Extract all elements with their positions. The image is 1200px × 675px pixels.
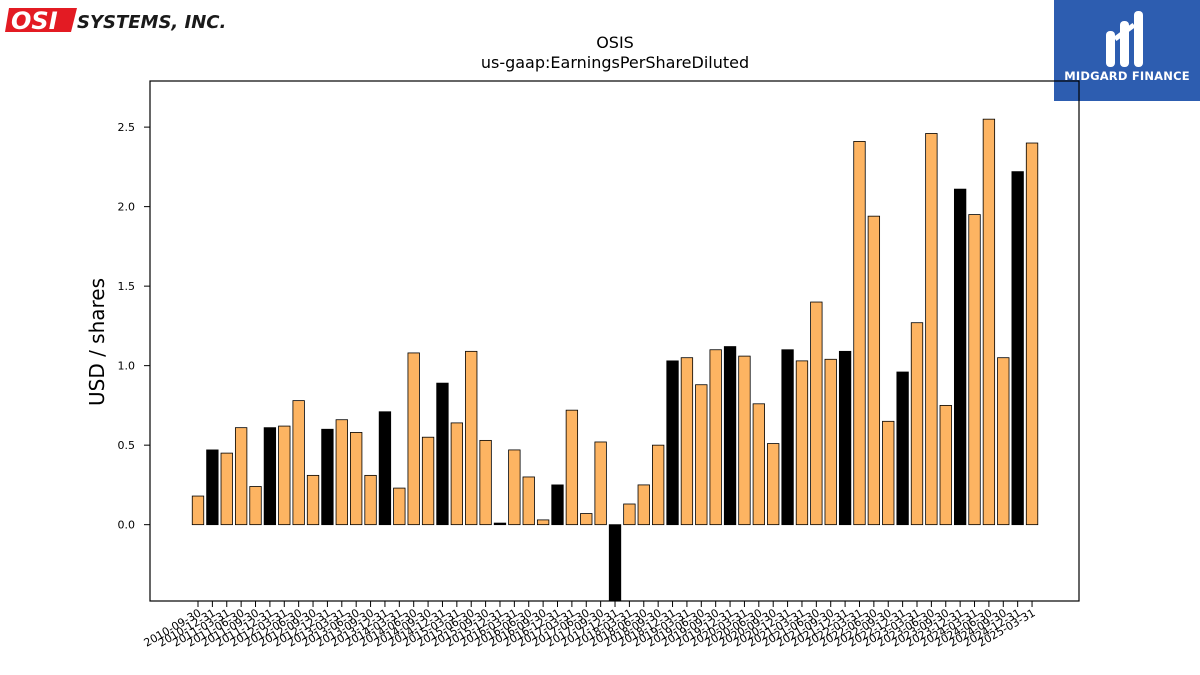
bar-2010-12-31 — [206, 449, 219, 526]
bar-2010-09-30 — [191, 495, 205, 526]
bar-2015-12-31 — [493, 522, 507, 526]
bar-2016-09-30 — [536, 519, 550, 526]
x-axis-ticks: 2010-09-302010-12-312011-03-312011-06-30… — [142, 601, 1038, 650]
bar-2012-03-31 — [278, 425, 291, 526]
bar-2024-09-30 — [997, 357, 1010, 526]
bar-2021-03-31 — [795, 360, 809, 526]
bar-2015-06-30 — [465, 350, 478, 526]
bar-2013-03-31 — [335, 419, 348, 526]
bar-2014-06-30 — [407, 352, 420, 526]
bar-2014-12-31 — [436, 382, 449, 526]
bar-2022-09-30 — [882, 420, 895, 526]
bar-2018-03-31 — [623, 503, 636, 526]
logo-red-block — [5, 8, 77, 32]
bar-2022-06-30 — [867, 215, 881, 526]
bar-2011-06-30 — [234, 427, 248, 526]
chart-subtitle: us-gaap:EarningsPerShareDiluted — [481, 53, 749, 72]
bar-2020-12-31 — [781, 349, 794, 526]
bar-2024-03-31 — [968, 214, 981, 526]
brand-watermark: MIDGARD FINANCE — [1054, 0, 1200, 101]
plot-frame — [149, 80, 1080, 602]
bar-2014-03-31 — [393, 487, 406, 526]
bar-2021-09-30 — [824, 358, 837, 526]
osi-systems-logo: OSI SYSTEMS, INC. — [5, 7, 226, 35]
bar-2016-12-31 — [551, 484, 564, 526]
bar-2011-09-30 — [249, 486, 262, 526]
chart-title: OSIS — [596, 33, 634, 52]
bar-2023-06-30 — [925, 133, 938, 526]
bars-group — [191, 118, 1039, 602]
bar-2017-09-30 — [594, 441, 607, 526]
bar-2011-12-31 — [263, 427, 277, 526]
bar-2013-06-30 — [350, 432, 363, 526]
y-tick-label: 1.0 — [118, 360, 136, 373]
y-tick-label: 1.5 — [118, 280, 136, 293]
bar-2013-09-30 — [364, 474, 377, 526]
bar-2016-03-31 — [508, 449, 521, 526]
bar-2015-09-30 — [479, 439, 492, 526]
brand-name: MIDGARD FINANCE — [1064, 69, 1190, 83]
bar-2022-12-31 — [896, 371, 909, 526]
bar-2017-06-30 — [580, 513, 593, 526]
y-tick-label: 0.0 — [118, 519, 136, 532]
bar-2024-06-30 — [982, 118, 996, 526]
bar-2020-09-30 — [767, 443, 780, 526]
bar-2019-06-30 — [695, 384, 708, 526]
bar-2020-03-31 — [738, 355, 751, 526]
bar-2017-03-31 — [565, 409, 579, 526]
bar-2017-12-31 — [608, 524, 622, 602]
y-tick-label: 0.5 — [118, 439, 136, 452]
bar-2023-12-31 — [953, 188, 967, 526]
bar-2018-12-31 — [666, 360, 679, 526]
bar-2013-12-31 — [378, 411, 392, 526]
brand-logo-icon — [1106, 11, 1143, 67]
bar-2021-06-30 — [810, 301, 823, 526]
bar-2020-06-30 — [752, 403, 765, 526]
y-tick-label: 2.5 — [118, 121, 136, 134]
y-axis-label: USD / shares — [85, 278, 109, 406]
bar-2025-03-31 — [1025, 142, 1039, 526]
y-axis-ticks: 0.0 0.5 1.0 1.5 2.0 2.5 — [118, 121, 150, 532]
bar-2024-12-31 — [1011, 171, 1024, 526]
bar-2014-09-30 — [421, 436, 435, 526]
bar-2019-03-31 — [680, 357, 694, 526]
bar-2019-09-30 — [709, 349, 722, 526]
bar-2023-09-30 — [939, 404, 952, 526]
bar-2021-12-31 — [838, 350, 852, 526]
bar-2015-03-31 — [450, 422, 463, 526]
bar-2018-09-30 — [652, 444, 665, 526]
bar-2012-06-30 — [292, 400, 305, 526]
bar-2012-12-31 — [321, 428, 334, 526]
bar-2016-06-30 — [522, 476, 535, 526]
bar-2012-09-30 — [306, 474, 320, 526]
bar-2019-12-31 — [723, 346, 737, 526]
bar-2011-03-31 — [220, 452, 233, 526]
bar-2018-06-30 — [637, 484, 650, 526]
bar-2022-03-31 — [853, 141, 866, 526]
logo-mark: OSI — [11, 7, 58, 35]
y-tick-label: 2.0 — [118, 201, 136, 214]
bar-2023-03-31 — [910, 322, 924, 526]
logo-wordmark: SYSTEMS, INC. — [77, 12, 226, 33]
